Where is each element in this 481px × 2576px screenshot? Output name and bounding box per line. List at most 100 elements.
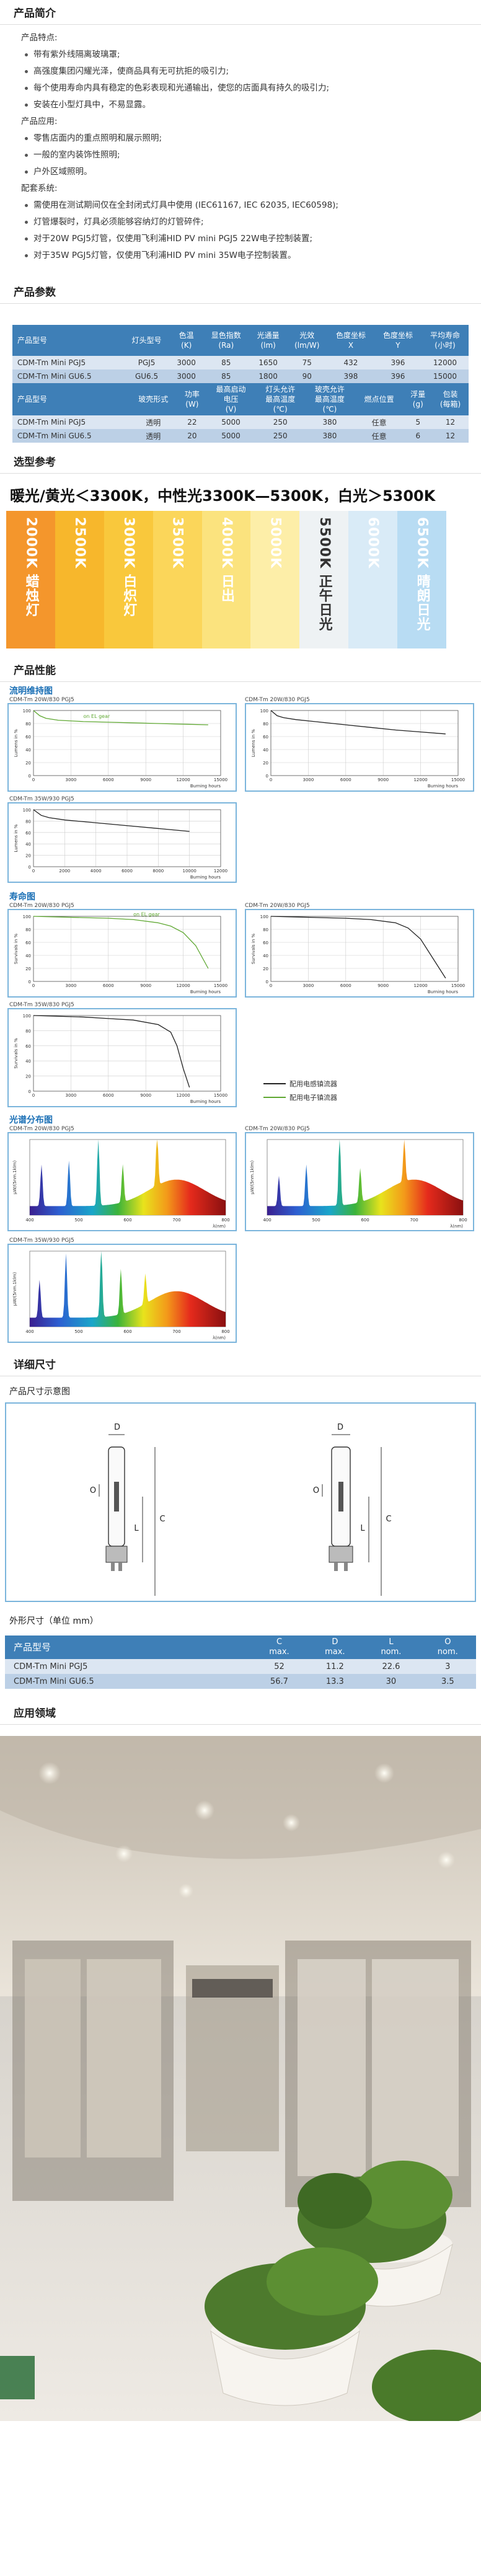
caption-lm1: CDM-Tm 20W/830 PGJ5 (9, 697, 74, 703)
table-cell: CDM-Tm Mini GU6.5 (12, 429, 129, 443)
y-tick-label: 0 (266, 980, 268, 985)
y-axis-label: Survivals in % (14, 933, 19, 964)
table-cell: 85 (202, 370, 250, 383)
performance-area: 流明维持图 CDM-Tm 20W/830 PGJ5 CDM-Tm 20W/830… (0, 682, 481, 1352)
y-tick-label: 20 (25, 967, 31, 972)
y-tick-label: 0 (266, 774, 268, 779)
color-swatch-label: 2000K 蜡烛灯 (23, 517, 39, 617)
chart-card-lm2: 0 20 40 60 80 100 0 3000 6000 9000 12000 15000 Lumen… (245, 703, 474, 792)
table-cell: 250 (255, 415, 306, 429)
table-cell: GU6.5 (123, 370, 170, 383)
table-row: CDM-Tm Mini PGJ5 PGJ5 3000 85 1650 75 432 396 12… (12, 356, 469, 370)
chart-card-lf2: 0 20 40 60 80 100 0 3000 6000 9000 12000 15000 Survi… (245, 909, 474, 998)
x-tick-label: 800 (221, 1218, 229, 1223)
legend-item-electronic: 配用电子镇流器 (263, 1092, 337, 1102)
systems-list: 需使用在测试期间仅在全封闭式灯具中使用 (IEC61167, IEC 62035… (25, 197, 456, 264)
system-item: 对于35W PGJ5灯管，仅使用飞利浦HID PV mini 35W电子控制装置… (25, 247, 456, 264)
dimension-letter: C (386, 1515, 391, 1524)
y-tick-label: 60 (25, 1044, 31, 1049)
x-axis-label: Burning hours (190, 989, 221, 994)
caption-lf2: CDM-Tm 20W/830 PGJ5 (245, 903, 310, 909)
plot-frame (270, 916, 459, 982)
section-application-title: 应用领域 (0, 1700, 481, 1725)
spec-table-1: 产品型号 灯头型号 色温 (K) 显色指数 (Ra) 光通量 (lm) 光效 (lm/W) 色度坐标… (12, 325, 469, 383)
color-swatch-label: 6500K 晴朗日光 (414, 517, 430, 631)
x-axis-label: Burning hours (190, 784, 221, 789)
x-axis-label: Burning hours (428, 784, 459, 789)
y-tick-label: 80 (25, 927, 31, 932)
feature-item: 高强度集团闪耀光泽，使商品具有无可抗拒的吸引力; (25, 63, 456, 80)
legend-swatch-green (263, 1097, 286, 1098)
table-cell: 52 (251, 1659, 307, 1674)
table-cell: 任意 (354, 429, 404, 443)
y-axis-label: Survivals in % (14, 1038, 19, 1069)
x-tick-label: 3000 (65, 983, 76, 988)
table-row: CDM-Tm Mini PGJ5 52 11.2 22.6 3 (5, 1659, 476, 1674)
dimension-letter: O (313, 1486, 319, 1495)
color-swatch: 2000K 蜡烛灯 (6, 511, 55, 648)
lamp-pin (111, 1562, 115, 1571)
table-cell: CDM-Tm Mini PGJ5 (12, 356, 123, 370)
table-cell: 6 (404, 429, 433, 443)
x-tick-label: 12000 (413, 777, 427, 782)
y-axis-label: μW/(5nm.1klm) (12, 1161, 17, 1195)
spectrum-title: 光谱分布图 (9, 1115, 53, 1125)
table-cell: 396 (374, 356, 421, 370)
spectrum-area (30, 1140, 226, 1215)
table-cell: 56.7 (251, 1674, 307, 1689)
table-header-cell: 功率 (W) (178, 383, 206, 415)
x-tick-label: 0 (32, 1093, 35, 1098)
table-cell: 12 (432, 429, 469, 443)
x-tick-label: 9000 (140, 1093, 151, 1098)
table-cell: 1800 (249, 370, 287, 383)
table-cell: 5000 (206, 415, 256, 429)
table-row: CDM-Tm Mini GU6.5 透明 20 5000 250 380 任意 6 12 (12, 429, 469, 443)
lumen-chart-3: 0 20 40 60 80 100 0 2000 4000 6000 8000 10000 12000 L… (14, 808, 227, 880)
lamp-base (105, 1546, 128, 1563)
y-tick-label: 100 (23, 709, 31, 714)
color-swatch: 3000K 白炽灯 (104, 511, 153, 648)
color-swatch: 4000K 日出 (201, 511, 251, 648)
dimension-letter: D (114, 1423, 120, 1432)
plot-frame (270, 710, 459, 776)
x-tick-label: 6000 (103, 1093, 114, 1098)
x-tick-label: 15000 (214, 1093, 227, 1098)
dimension-diagram: D D C C L L O O (5, 1402, 476, 1602)
y-tick-label: 100 (260, 709, 268, 714)
y-axis-label: Lumens in % (14, 729, 19, 757)
caption-lf3: CDM-Tm 35W/830 PGJ5 (9, 1002, 74, 1008)
y-tick-label: 60 (25, 831, 31, 836)
table-cell: 3000 (170, 370, 203, 383)
x-tick-label: 8000 (152, 869, 164, 874)
caption-lm2: CDM-Tm 20W/830 PGJ5 (245, 697, 310, 703)
application-item: 一般的室内装饰性照明; (25, 147, 456, 164)
feature-item: 每个使用寿命内具有稳定的色彩表现和光通输出，使您的店面具有持久的吸引力; (25, 80, 456, 97)
x-tick-label: 12000 (176, 777, 190, 782)
y-tick-label: 0 (29, 1089, 31, 1094)
table-cell: CDM-Tm Mini GU6.5 (5, 1674, 252, 1689)
system-item: 需使用在测试期间仅在全封闭式灯具中使用 (IEC61167, IEC 62035… (25, 197, 456, 214)
x-tick-label: 400 (25, 1218, 33, 1223)
color-swatch: 6500K 晴朗日光 (397, 511, 447, 648)
color-swatch: 5000K (250, 511, 300, 648)
series-label: on EL gear (133, 911, 160, 917)
plot-frame (33, 710, 221, 776)
color-swatch-label: 3500K (169, 517, 185, 569)
x-tick-label: 700 (172, 1329, 180, 1334)
color-swatch-label: 5000K (267, 517, 283, 569)
x-tick-label: 600 (123, 1329, 131, 1334)
system-item: 灯管爆裂时，灯具必须能够容纳灯的灯管碎件; (25, 214, 456, 231)
y-tick-label: 40 (263, 748, 268, 753)
table-header-cell: 玻壳允许 最高温度 (℃) (305, 383, 355, 415)
x-axis-label: Burning hours (190, 1099, 221, 1104)
y-tick-label: 20 (263, 761, 268, 766)
x-tick-label: 3000 (65, 1093, 76, 1098)
table-cell: 398 (327, 370, 374, 383)
section-params-title: 产品参数 (0, 279, 481, 304)
table-cell: 透明 (128, 429, 179, 443)
lamp-arc-tube (338, 1482, 343, 1512)
